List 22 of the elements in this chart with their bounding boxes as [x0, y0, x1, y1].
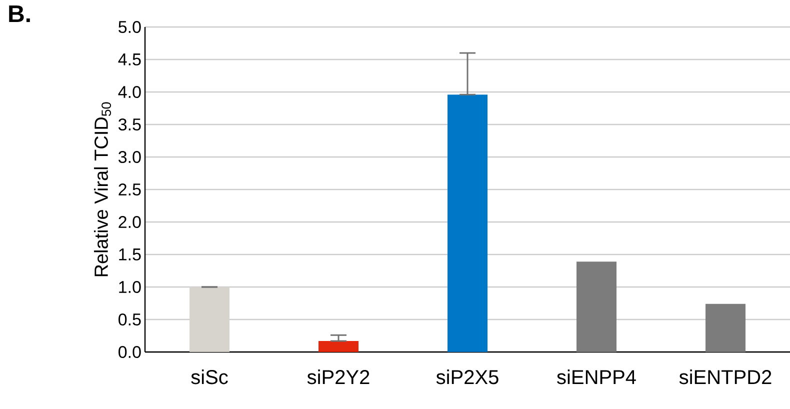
y-tick-label: 0.5 [118, 313, 141, 326]
y-tick-label: 3.0 [118, 150, 141, 164]
y-tick-label: 0.0 [118, 346, 141, 358]
y-tick-label: 4.0 [118, 86, 141, 98]
y-tick-label: 5.0 [118, 20, 141, 34]
y-tick-label: 4.5 [118, 54, 141, 66]
y-axis-title: Relative Viral TCID$_{50}$ [94, 102, 112, 276]
y-tick-label: 1.0 [119, 280, 141, 294]
bar [448, 94, 488, 352]
x-tick-label: siP2Y2 [307, 370, 370, 384]
text: B. [9, 6, 30, 22]
bar [318, 340, 359, 352]
bar [576, 262, 617, 352]
x-tick-label: siP2X5 [436, 370, 498, 384]
x-tick-label: siENTPD2 [679, 370, 772, 384]
x-tick-label: siENPP4 [557, 370, 636, 384]
bar [706, 304, 746, 352]
y-tick-label: 2.0 [118, 216, 141, 228]
y-tick-label: 2.5 [118, 183, 141, 196]
x-tick-label: siSc [191, 370, 228, 384]
y-tick-label: 1.5 [119, 248, 141, 260]
y-tick-label: 3.5 [118, 118, 141, 131]
